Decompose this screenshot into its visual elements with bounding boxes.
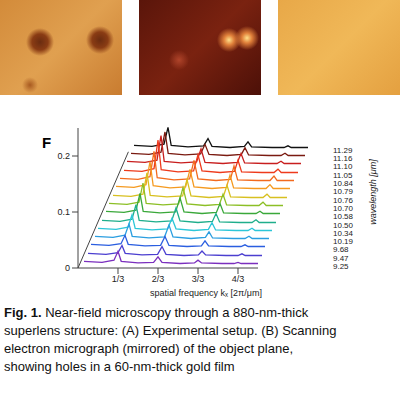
html-text:superlens structure: (A) Exper: superlens structure: (A) Experimental se… xyxy=(4,323,337,338)
html-text:wavelength [μm]: wavelength [μm] xyxy=(368,159,378,225)
svg-text:0.1: 0.1 xyxy=(57,207,70,217)
html-text:11.05: 11.05 xyxy=(333,170,353,180)
html-text:Fig. 1. Near-field microscopy: Fig. 1. Near-field microscopy through a … xyxy=(4,305,309,320)
html-text:10.84: 10.84 xyxy=(333,179,353,188)
html-text:10.76: 10.76 xyxy=(333,195,353,205)
html-text:11.29: 11.29 xyxy=(333,145,353,155)
html-text:9.25: 9.25 xyxy=(333,262,349,271)
svg-text:4/3: 4/3 xyxy=(232,274,245,284)
html-text:10.79: 10.79 xyxy=(333,187,353,197)
html-text:9.47: 9.47 xyxy=(333,253,349,263)
html-text:10.34: 10.34 xyxy=(333,228,353,238)
svg-text:0: 0 xyxy=(65,263,70,273)
svg-text:3/3: 3/3 xyxy=(192,274,205,284)
html-text:showing holes in a 60-nm-thick: showing holes in a 60-nm-thick gold film xyxy=(4,359,235,374)
html-text:electron micrograph (mirrored): electron micrograph (mirrored) of the ob… xyxy=(4,341,293,356)
html-text:10.19: 10.19 xyxy=(333,237,353,247)
svg-text:0.2: 0.2 xyxy=(57,151,70,161)
html-text:F: F xyxy=(42,134,52,151)
html-text:11.10: 11.10 xyxy=(333,162,353,172)
svg-text:2/3: 2/3 xyxy=(152,274,165,284)
html-text:spatial frequency kₓ [2π/μm]: spatial frequency kₓ [2π/μm] xyxy=(150,288,262,298)
html-text:10.58: 10.58 xyxy=(333,212,353,222)
html-text:10.50: 10.50 xyxy=(333,220,353,230)
html-text:10.70: 10.70 xyxy=(333,203,353,213)
html-text:9.68: 9.68 xyxy=(333,245,349,255)
html-text:11.16: 11.16 xyxy=(333,154,353,164)
svg-text:1/3: 1/3 xyxy=(112,274,125,284)
